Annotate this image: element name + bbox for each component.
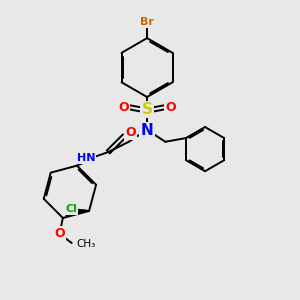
Text: Cl: Cl xyxy=(65,205,77,214)
Text: O: O xyxy=(55,227,65,240)
Text: N: N xyxy=(141,123,153,138)
Text: HN: HN xyxy=(77,153,95,163)
Text: O: O xyxy=(165,100,176,113)
Text: O: O xyxy=(125,126,136,140)
Text: CH₃: CH₃ xyxy=(76,239,95,250)
Text: Br: Br xyxy=(140,17,154,27)
Text: S: S xyxy=(142,102,153,117)
Text: O: O xyxy=(118,100,129,113)
